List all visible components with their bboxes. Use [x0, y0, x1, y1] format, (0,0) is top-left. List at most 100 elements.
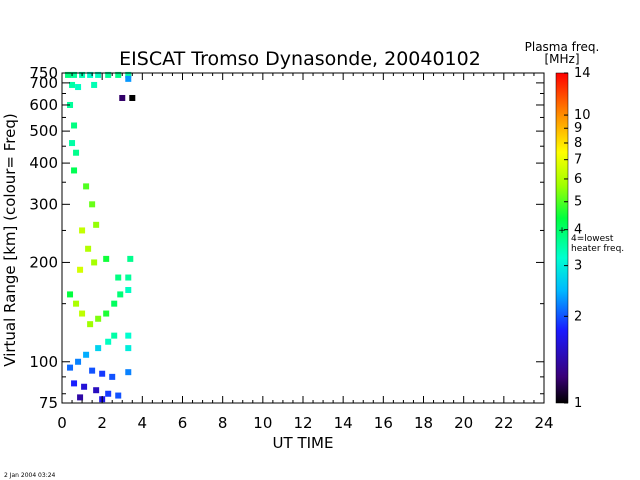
x-tick-label: 8	[218, 414, 228, 432]
data-cell	[115, 71, 122, 78]
data-cell	[85, 245, 92, 252]
x-tick-label: 2	[97, 414, 107, 432]
data-cell	[65, 71, 72, 78]
data-cell	[71, 380, 78, 387]
x-tick-label: 16	[374, 414, 393, 432]
x-tick-label: 14	[334, 414, 353, 432]
data-cell	[71, 122, 78, 129]
data-cell	[77, 394, 84, 401]
colorbar-tick-label: 7	[574, 153, 582, 168]
colorbar-label-line1: Plasma freq.	[525, 40, 600, 54]
data-cell	[87, 71, 94, 78]
colorbar-tick-label: 3	[574, 259, 582, 274]
data-cell	[79, 227, 86, 234]
colorbar-tick-label: 4	[574, 223, 582, 238]
data-cell	[125, 71, 132, 78]
data-cell	[73, 300, 80, 307]
heater-note-line1: 4=lowest	[571, 234, 614, 244]
colorbar-tick-label: 6	[574, 172, 582, 187]
colorbar-tick-label: 5	[574, 195, 582, 210]
y-axis-label: Virtual Range [km] (colour= Freq)	[1, 113, 19, 366]
x-tick-label: 0	[57, 414, 67, 432]
timestamp: 2 Jan 2004 03:24	[4, 472, 56, 479]
colorbar-tick-label: 10	[574, 108, 591, 123]
data-cell	[115, 392, 122, 399]
data-cell	[125, 345, 132, 352]
data-cell	[91, 259, 98, 266]
data-cell	[81, 383, 88, 390]
data-cell	[71, 167, 78, 174]
data-cell	[125, 75, 132, 82]
data-cell	[115, 274, 122, 281]
data-cell	[111, 300, 118, 307]
colorbar-tick-label: 8	[574, 136, 582, 151]
y-tick-label: 300	[29, 195, 58, 213]
data-cell	[103, 255, 110, 262]
x-axis-label: UT TIME	[273, 434, 334, 452]
data-cell	[83, 183, 90, 190]
y-tick-label: 500	[29, 122, 58, 140]
data-cell	[79, 310, 86, 317]
data-cell	[69, 81, 76, 88]
colorbar-tick-label: 9	[574, 121, 582, 136]
x-tick-label: 12	[293, 414, 312, 432]
chart-title: EISCAT Tromso Dynasonde, 20040102	[119, 48, 481, 70]
y-tick-label: 700	[29, 74, 58, 92]
data-cell	[75, 358, 82, 365]
data-cell	[111, 332, 118, 339]
data-cell	[77, 266, 84, 273]
data-cell	[125, 369, 132, 376]
y-tick-label: 100	[29, 353, 58, 371]
data-cell	[127, 255, 134, 262]
data-cell	[69, 140, 76, 147]
data-cell	[99, 370, 106, 377]
x-tick-label: 6	[178, 414, 188, 432]
data-cell	[87, 321, 94, 328]
data-cell	[125, 287, 132, 294]
data-cell	[95, 71, 102, 78]
data-cell	[117, 291, 124, 298]
x-tick-label: 24	[534, 414, 553, 432]
y-tick-label: 750	[29, 64, 58, 82]
y-tick-label: 600	[29, 96, 58, 114]
data-cell	[93, 221, 100, 228]
x-tick-label: 4	[138, 414, 148, 432]
data-cell	[89, 367, 96, 374]
colorbar-gradient	[555, 72, 569, 404]
heater-note-line2: heater freq.	[571, 244, 624, 254]
data-cell	[75, 84, 82, 91]
data-cell	[105, 390, 112, 397]
data-cell	[67, 291, 74, 298]
data-cell	[105, 338, 112, 345]
colorbar-tick-label: 2	[574, 309, 582, 324]
y-axis-label-text: Virtual Range [km] (colour= Freq)	[1, 113, 19, 366]
colorbar-tick-label: 1	[574, 396, 582, 411]
x-tick-label: 20	[454, 414, 473, 432]
data-cell	[125, 274, 132, 281]
x-tick-label: 10	[253, 414, 272, 432]
y-tick-label: 200	[29, 253, 58, 271]
data-cell	[93, 387, 100, 394]
heater-marker-glyph: +	[558, 226, 566, 236]
y-tick-label: 400	[29, 154, 58, 172]
plot-frame	[61, 72, 545, 404]
data-cell	[103, 310, 110, 317]
data-cell	[89, 201, 96, 208]
y-tick-label: 75	[39, 394, 58, 412]
x-tick-label: 18	[414, 414, 433, 432]
data-cell	[67, 364, 74, 371]
data-cell	[95, 345, 102, 352]
data-cell	[119, 94, 126, 101]
data-cell	[83, 351, 90, 358]
data-cell	[73, 149, 80, 156]
data-cell	[71, 71, 78, 78]
colorbar-tick-label: 14	[574, 66, 591, 81]
data-cell	[91, 81, 98, 88]
x-tick-label: 22	[494, 414, 513, 432]
data-cell	[95, 315, 102, 322]
data-cell	[125, 332, 132, 339]
